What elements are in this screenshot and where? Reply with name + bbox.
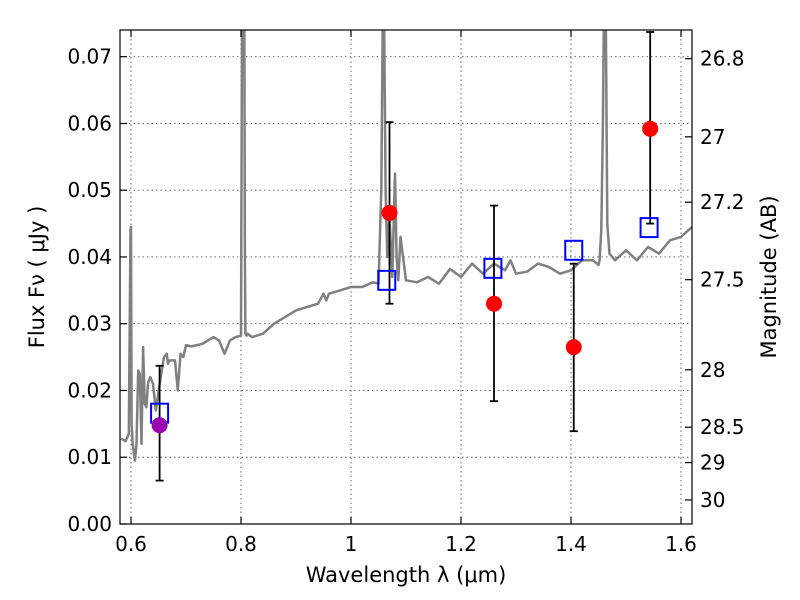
observed-point bbox=[381, 204, 398, 221]
y-tick-label: 0.00 bbox=[67, 512, 112, 536]
y-tick-label: 0.06 bbox=[67, 111, 112, 135]
plot-frame bbox=[119, 29, 693, 525]
y-tick-label: 0.02 bbox=[67, 378, 112, 402]
y-tick-label: 0.04 bbox=[67, 245, 112, 269]
model-band-square bbox=[564, 239, 584, 261]
x-tick-label: 0.8 bbox=[225, 532, 257, 556]
x-tick-label: 1.2 bbox=[445, 532, 477, 556]
y-tick-label: 0.01 bbox=[67, 445, 112, 469]
mag-tick-label: 27 bbox=[700, 125, 725, 149]
y-axis-label: Flux Fν ( μJy ) bbox=[25, 206, 49, 349]
observed-point bbox=[151, 417, 168, 434]
y-tick-label: 0.05 bbox=[67, 178, 112, 202]
model-band-square bbox=[639, 217, 659, 239]
mag-tick-label: 28.5 bbox=[700, 415, 745, 439]
observed-point bbox=[642, 120, 659, 137]
mag-tick-label: 29 bbox=[700, 451, 725, 475]
x-tick-label: 1 bbox=[345, 532, 358, 556]
mag-tick-label: 26.8 bbox=[700, 47, 745, 71]
mag-tick-label: 30 bbox=[700, 488, 725, 512]
mag-tick-label: 27.2 bbox=[700, 190, 745, 214]
x-tick-label: 1.6 bbox=[665, 532, 697, 556]
model-band-square bbox=[377, 269, 397, 291]
y2-axis-label: Magnitude (AB) bbox=[757, 195, 781, 358]
x-tick-label: 0.6 bbox=[115, 532, 147, 556]
spectrum-layer bbox=[120, 30, 692, 462]
mag-tick-label: 28 bbox=[700, 358, 725, 382]
model-band-markers bbox=[150, 217, 659, 424]
y-tick-label: 0.07 bbox=[67, 45, 112, 69]
mag-tick-label: 27.5 bbox=[700, 268, 745, 292]
error-bars bbox=[155, 31, 655, 482]
x-axis-label: Wavelength λ (μm) bbox=[306, 563, 507, 587]
axis-ticks: 0.6 0.8 1 1.2 1.4 1.6 0.00 0.01 0.02 0.03 0.04 0.05… bbox=[67, 30, 745, 556]
observed-point bbox=[565, 339, 582, 356]
x-tick-label: 1.4 bbox=[555, 532, 587, 556]
spectrum-line bbox=[120, 30, 692, 462]
observed-point bbox=[486, 295, 502, 312]
y-tick-label: 0.03 bbox=[67, 312, 112, 336]
model-band-square bbox=[483, 257, 503, 279]
observed-points bbox=[151, 120, 659, 434]
